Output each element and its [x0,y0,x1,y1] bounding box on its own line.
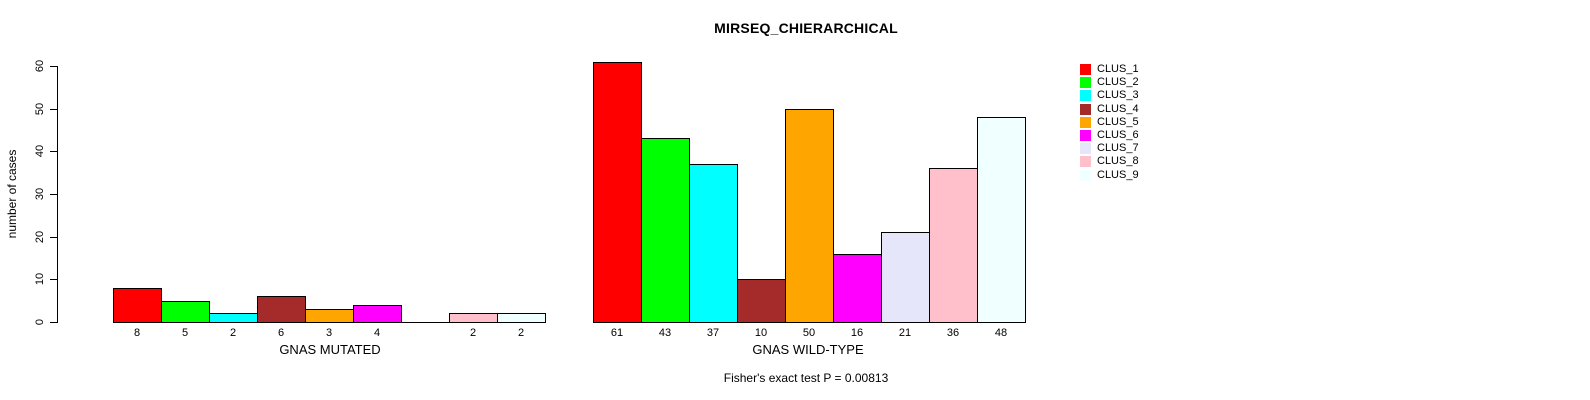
bar-value-label: 21 [898,327,912,339]
y-tick-mark [50,279,57,281]
bar-clus_3-group2 [689,164,738,323]
y-tick-mark [50,108,57,110]
legend-item-clus_1: CLUS_1 [1080,63,1139,76]
legend: CLUS_1 CLUS_2 CLUS_3 CLUS_4 CLUS_5 CLUS_6 CLUS… [1080,63,1139,182]
legend-swatch [1080,156,1091,168]
legend-label: CLUS_6 [1097,129,1139,142]
bar-clus_6-group1 [353,305,402,323]
y-tick-label: 60 [34,59,46,73]
chart-title: MIRSEQ_CHIERARCHICAL [714,20,898,36]
legend-item-clus_3: CLUS_3 [1080,89,1139,102]
legend-swatch [1080,116,1091,128]
bar-clus_1-group1 [113,288,162,323]
bar-value-label: 5 [181,327,189,339]
y-tick-mark [50,236,57,238]
bar-clus_9-group1 [497,313,546,323]
legend-swatch [1080,169,1091,181]
bar-value-label: 37 [706,327,720,339]
legend-item-clus_5: CLUS_5 [1080,116,1139,129]
x-axis-label-gnas-wild-type: GNAS WILD-TYPE [752,342,864,357]
bar-clus_2-group2 [641,138,690,323]
bar-value-label: 6 [277,327,285,339]
bar-value-label: 50 [802,327,816,339]
x-axis-label-gnas-mutated: GNAS MUTATED [279,342,381,357]
legend-item-clus_2: CLUS_2 [1080,76,1139,89]
legend-swatch [1080,77,1091,89]
y-axis-line [57,66,58,323]
legend-label: CLUS_5 [1097,115,1139,128]
bar-value-label: 4 [373,327,381,339]
legend-item-clus_9: CLUS_9 [1080,169,1139,182]
legend-label: CLUS_8 [1097,155,1139,168]
y-tick-label: 50 [34,102,46,115]
bar-value-label: 3 [325,327,333,339]
bar-clus_2-group1 [161,301,210,323]
y-tick-label: 40 [34,145,46,158]
legend-swatch [1080,143,1091,155]
legend-item-clus_8: CLUS_8 [1080,155,1139,168]
bar-value-label: 36 [946,327,960,339]
bar-value-label: 10 [754,327,768,339]
bar-value-label: 16 [850,327,864,339]
legend-swatch [1080,103,1091,115]
y-tick-mark [50,322,57,323]
legend-item-clus_6: CLUS_6 [1080,129,1139,142]
y-tick-label: 10 [34,273,46,286]
bar-clus_4-group2 [737,279,786,323]
bar-clus_8-group1 [449,313,498,323]
bar-value-label: 43 [658,327,672,339]
bar-clus_7-group2 [881,232,930,323]
y-tick-mark [50,65,57,67]
bar-clus_3-group1 [209,313,258,323]
legend-label: CLUS_7 [1097,142,1139,155]
legend-item-clus_7: CLUS_7 [1080,142,1139,155]
legend-item-clus_4: CLUS_4 [1080,103,1139,116]
bar-value-label: 2 [517,327,525,339]
bar-value-label: 2 [229,327,237,339]
legend-label: CLUS_9 [1097,168,1139,181]
legend-label: CLUS_2 [1097,76,1139,89]
legend-swatch [1080,130,1091,142]
bar-clus_8-group2 [929,168,978,323]
legend-label: CLUS_4 [1097,102,1139,115]
legend-swatch [1080,64,1091,76]
bar-value-label: 2 [469,327,477,339]
y-tick-label: 20 [34,230,46,243]
y-axis-label: number of cases [5,149,19,239]
legend-label: CLUS_1 [1097,63,1139,76]
bar-clus_5-group2 [785,109,834,323]
bar-clus_6-group2 [833,254,882,323]
bar-value-label: 8 [133,327,141,339]
legend-label: CLUS_3 [1097,89,1139,102]
y-tick-label: 0 [34,318,46,326]
bar-clus_1-group2 [593,62,642,323]
bar-clus_9-group2 [977,117,1026,323]
bar-clus_4-group1 [257,296,306,323]
y-tick-mark [50,193,57,195]
fisher-exact-test-annotation: Fisher's exact test P = 0.00813 [723,371,889,385]
y-tick-mark [50,151,57,153]
bar-clus_5-group1 [305,309,354,323]
bar-value-label: 61 [610,327,624,339]
bar-value-label: 48 [994,327,1008,339]
y-tick-label: 30 [34,187,46,201]
legend-swatch [1080,90,1091,102]
